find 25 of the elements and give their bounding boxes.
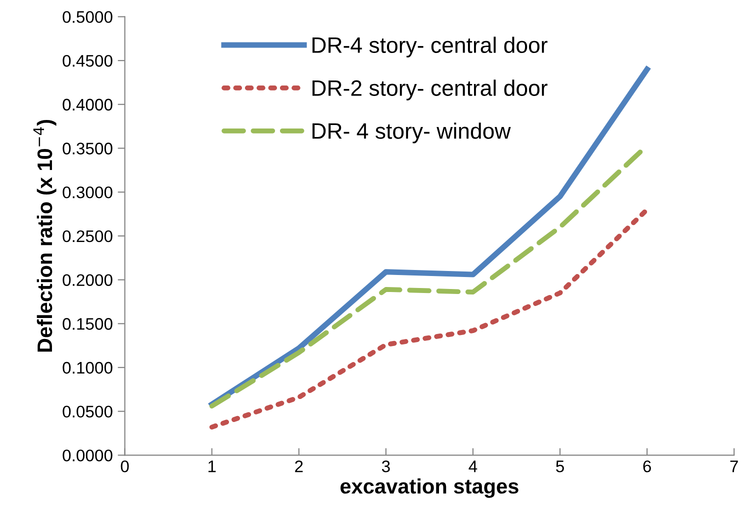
- y-tick-label: 0.3500: [62, 142, 112, 154]
- y-tick-label: 0.1500: [62, 318, 112, 330]
- legend-label: DR- 4 story- window: [312, 122, 511, 144]
- x-tick-label: 5: [556, 460, 564, 472]
- y-tick-label: 0.4500: [62, 54, 112, 67]
- x-tick-label: 6: [643, 460, 651, 472]
- y-tick-label: 0.0500: [62, 406, 112, 418]
- legend-label: DR-2 story- central door: [312, 80, 548, 100]
- line-series: [209, 207, 650, 430]
- x-tick-label: 4: [468, 460, 478, 472]
- y-tick-label: 0.3000: [62, 186, 112, 198]
- y-tick-label: 0.1000: [62, 362, 112, 374]
- y-tick-label: 0.2500: [62, 230, 112, 242]
- x-axis-title: excavation stages: [340, 478, 518, 498]
- y-tick-label: 0.2000: [62, 274, 112, 286]
- y-axis-title: Deflection ratio (x 10$^{−4}$): [33, 120, 56, 352]
- y-tick-label: 0.5000: [62, 11, 112, 23]
- legend-label: DR-4 story- central door: [312, 36, 548, 58]
- x-tick-label: 7: [730, 460, 738, 472]
- x-tick-label: 2: [295, 460, 303, 472]
- x-tick-label: 3: [382, 460, 390, 472]
- y-tick-label: 0.4000: [62, 98, 112, 111]
- y-tick-label: 0.0000: [62, 450, 112, 462]
- x-tick-label: 0: [120, 460, 129, 472]
- x-tick-label: 1: [208, 460, 216, 472]
